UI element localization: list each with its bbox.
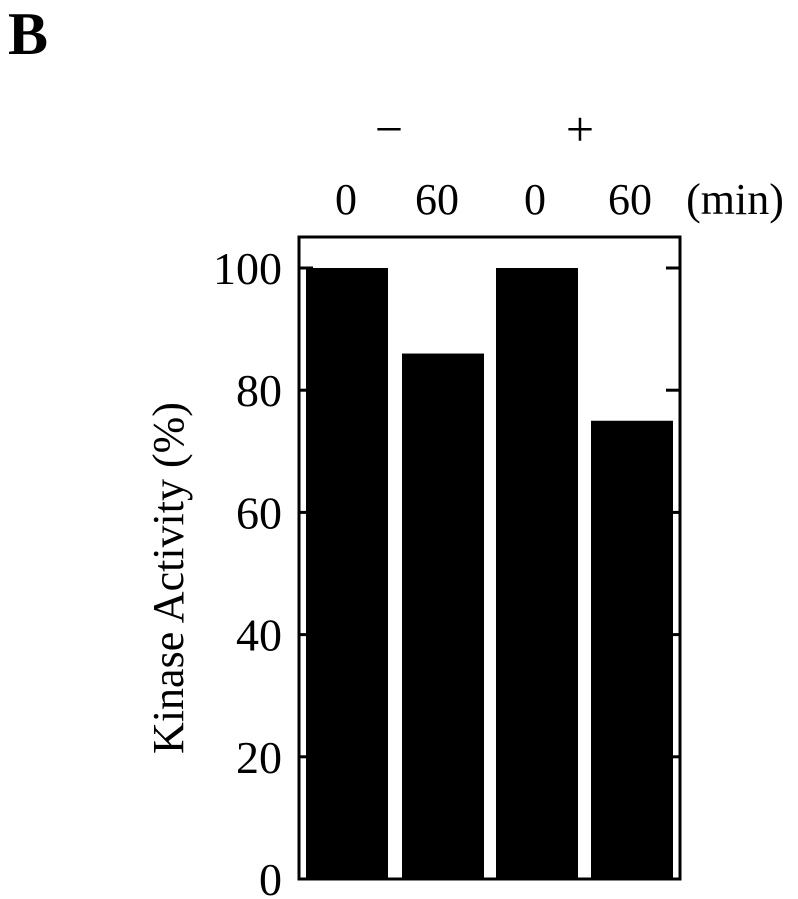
y-tick-label-20: 20 [236, 732, 282, 783]
bars [306, 268, 673, 879]
panel-label: B [8, 1, 49, 67]
category-label-1: 60 [415, 175, 459, 224]
bar-0 [306, 268, 388, 879]
y-tick-label-100: 100 [213, 243, 282, 294]
condition-group-labels: − + [375, 101, 594, 157]
bar-3 [591, 420, 673, 879]
y-tick-label-0: 0 [259, 854, 282, 899]
bar-2 [496, 268, 578, 879]
x-axis-category-labels: 0 60 0 60 [335, 175, 652, 224]
time-unit-label: (min) [686, 175, 784, 224]
category-label-0: 0 [335, 175, 357, 224]
y-axis-ticks [299, 266, 680, 759]
y-tick-label-80: 80 [236, 365, 282, 416]
group-label-1: + [566, 101, 594, 157]
plot-frame [297, 235, 682, 881]
group-label-0: − [375, 101, 403, 157]
bar-1 [402, 353, 484, 879]
y-axis-title: Kinase Activity (%) [144, 402, 193, 754]
y-axis-tick-labels: 0 20 40 60 80 100 [213, 243, 282, 899]
y-tick-label-40: 40 [236, 610, 282, 661]
category-label-2: 0 [524, 175, 546, 224]
y-tick-label-60: 60 [236, 487, 282, 538]
category-label-3: 60 [608, 175, 652, 224]
